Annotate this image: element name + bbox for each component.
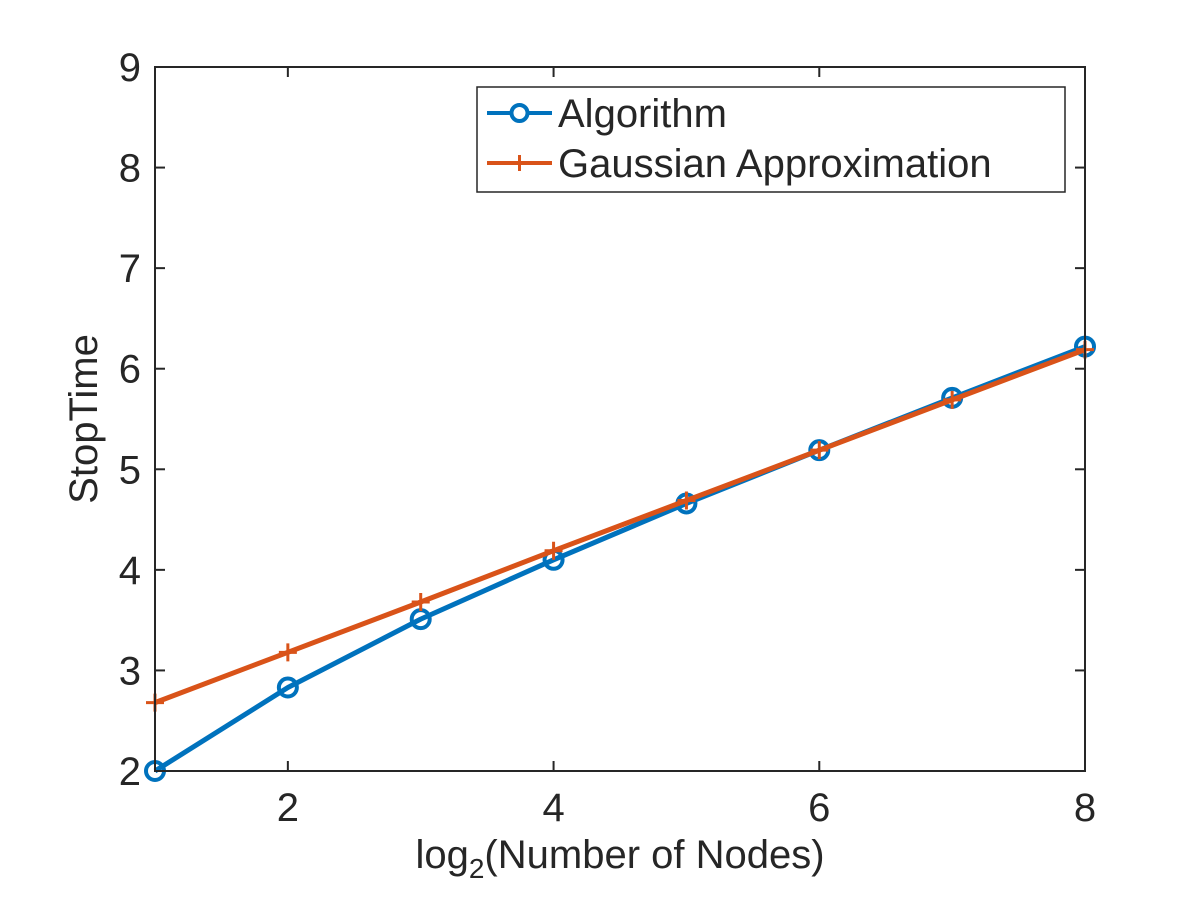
y-tick-label: 7	[119, 247, 141, 291]
x-axis-label-subscript: 2	[469, 853, 485, 884]
legend: Algorithm Gaussian Approximation	[476, 86, 1066, 193]
y-tick-label: 9	[119, 46, 141, 90]
y-tick-label: 8	[119, 147, 141, 191]
data-point-gaussian-approximation	[544, 541, 563, 560]
legend-entry-gaussian-approximation: Gaussian Approximation	[487, 142, 992, 186]
data-point-gaussian-approximation	[810, 441, 829, 460]
data-point-gaussian-approximation	[411, 593, 430, 612]
x-tick-label: 6	[808, 786, 830, 830]
legend-entry-algorithm: Algorithm	[487, 92, 727, 136]
y-axis-label: StopTime	[62, 334, 106, 504]
y-tick-label: 5	[119, 448, 141, 492]
y-tick-label: 6	[119, 348, 141, 392]
legend-label-gaussian-approximation: Gaussian Approximation	[558, 142, 992, 186]
data-point-algorithm	[276, 676, 299, 699]
y-tick-label: 2	[119, 750, 141, 794]
legend-box	[476, 86, 1066, 193]
x-axis-label-text: (Number of Nodes)	[484, 833, 824, 877]
y-tick-label: 3	[119, 649, 141, 693]
series-layer	[144, 335, 1096, 782]
x-axis-label: log2(Number of Nodes)	[415, 833, 824, 884]
legend-label-algorithm: Algorithm	[558, 92, 727, 136]
series-line-gaussian-approximation	[154, 347, 1086, 705]
y-tick-label: 4	[119, 549, 141, 593]
legend-marker-algorithm	[509, 103, 530, 123]
data-point-gaussian-approximation	[278, 643, 297, 662]
x-tick-label: 8	[1074, 786, 1096, 830]
x-tick-label: 4	[542, 786, 564, 830]
x-axis-ticks: 2 4 6 8	[277, 67, 1096, 830]
axes-box	[154, 66, 1086, 772]
x-tick-label: 2	[277, 786, 299, 830]
data-point-gaussian-approximation	[943, 390, 962, 409]
data-point-gaussian-approximation	[677, 491, 696, 510]
y-axis-ticks: 2 3 4 5 6 7 8 9	[119, 46, 1085, 794]
legend-marker-gaussian-approximation	[511, 155, 528, 171]
x-axis-label-prefix: log	[415, 833, 468, 877]
